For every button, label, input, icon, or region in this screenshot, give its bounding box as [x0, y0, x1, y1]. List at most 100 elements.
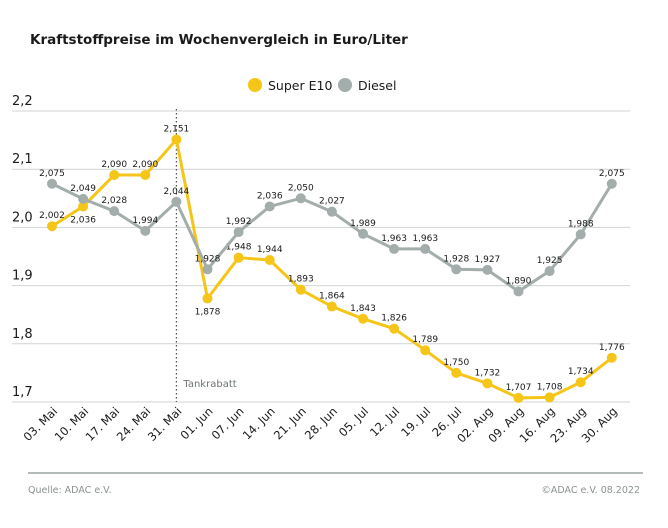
data-point	[544, 392, 555, 403]
data-point	[78, 201, 89, 212]
data-label: 2,027	[319, 197, 345, 207]
x-tick-label: 12. Jul	[367, 404, 402, 439]
data-label: 1,989	[350, 219, 376, 229]
data-label: 1,776	[599, 343, 625, 353]
data-label: 2,049	[70, 184, 96, 194]
data-label: 1,707	[506, 383, 532, 393]
legend-label-diesel: Diesel	[358, 78, 396, 93]
data-label: 1,732	[475, 368, 501, 378]
data-point	[202, 264, 213, 275]
data-label: 1,928	[443, 254, 469, 264]
x-tick-label: 28. Jun	[302, 404, 340, 442]
data-point	[47, 221, 57, 232]
data-label: 2,028	[101, 196, 127, 206]
x-tick-label: 21. Jun	[271, 404, 309, 442]
data-point	[420, 243, 431, 254]
tankrabatt-label: Tankrabatt	[182, 379, 236, 390]
data-point	[575, 229, 586, 240]
data-label: 1,708	[537, 382, 563, 392]
legend: Super E10 Diesel	[248, 78, 396, 93]
y-tick-label: 1,9	[12, 269, 33, 284]
y-tick-label: 2,0	[12, 210, 33, 225]
data-label: 1,988	[568, 219, 594, 229]
data-point	[140, 225, 151, 236]
copyright-note: ©ADAC e.V. 08.2022	[541, 485, 640, 496]
legend-swatch-super-e10	[248, 78, 262, 92]
data-label: 1,890	[506, 276, 532, 286]
legend-swatch-diesel	[338, 78, 352, 92]
data-point	[575, 377, 586, 388]
data-point	[606, 178, 617, 189]
series-super-e10: 2,002 2,036 2,090 2,090 2,151 1,878 1,948 1,944…	[39, 125, 625, 403]
data-point	[358, 313, 368, 324]
x-tick-label: 01. Jun	[177, 404, 215, 442]
data-point	[544, 266, 555, 277]
data-label: 1,750	[443, 358, 469, 368]
data-label: 1,878	[195, 307, 221, 317]
source-note: Quelle: ADAC e.V.	[28, 485, 111, 496]
data-label: 1,734	[568, 367, 594, 377]
data-point	[78, 193, 89, 204]
data-point	[140, 170, 151, 181]
data-point	[326, 206, 337, 217]
x-tick-label: 31. Mai	[145, 404, 185, 444]
data-label: 1,944	[257, 245, 283, 255]
data-point	[513, 392, 524, 403]
data-point	[233, 252, 244, 263]
data-label: 1,893	[288, 275, 314, 285]
data-label: 1,826	[381, 314, 407, 324]
data-label: 2,036	[257, 191, 283, 201]
data-label: 1,963	[381, 234, 407, 244]
y-tick-label: 2,1	[12, 152, 33, 167]
data-point	[109, 170, 120, 181]
y-tick-label: 1,7	[12, 385, 33, 400]
data-label: 2,090	[132, 160, 158, 170]
data-label: 1,789	[412, 335, 438, 345]
data-point	[47, 178, 57, 189]
data-point	[264, 201, 275, 212]
data-point	[202, 293, 213, 304]
legend-label-super-e10: Super E10	[268, 78, 332, 93]
data-label: 2,036	[70, 215, 96, 225]
data-point	[451, 367, 462, 378]
data-point	[389, 243, 400, 254]
data-point	[482, 264, 493, 275]
data-label: 1,963	[412, 234, 438, 244]
data-point	[420, 345, 431, 356]
data-point	[233, 227, 244, 238]
data-point	[171, 134, 182, 145]
x-tick-label: 07. Jun	[209, 404, 247, 442]
chart-title: Kraftstoffpreise im Wochenvergleich in E…	[30, 32, 408, 48]
y-tick-label: 2,2	[12, 94, 33, 109]
data-label: 1,843	[350, 304, 376, 314]
data-point	[606, 352, 617, 363]
data-point	[171, 196, 182, 207]
data-point	[295, 193, 306, 204]
data-point	[358, 228, 368, 239]
data-point	[451, 264, 462, 275]
data-label: 2,075	[39, 169, 65, 179]
data-label: 1,927	[475, 255, 501, 265]
data-label: 2,050	[288, 183, 314, 193]
x-tick-label: 05. Jul	[336, 404, 371, 439]
data-label: 1,992	[226, 217, 252, 227]
data-label: 2,090	[101, 160, 127, 170]
data-point	[389, 323, 400, 334]
data-label: 1,948	[226, 243, 252, 253]
data-label: 2,044	[164, 187, 190, 197]
data-point	[295, 284, 306, 295]
data-label: 2,075	[599, 169, 625, 179]
data-label: 1,928	[195, 254, 221, 264]
x-tick-label: 19. Jul	[398, 404, 433, 439]
data-point	[326, 301, 337, 312]
data-point	[513, 286, 524, 297]
data-point	[109, 206, 120, 217]
data-label: 1,994	[132, 216, 158, 226]
data-point	[264, 254, 275, 265]
y-tick-label: 1,8	[12, 327, 33, 342]
data-label: 2,151	[164, 125, 190, 135]
x-tick-label: 14. Jun	[240, 404, 278, 442]
series-diesel: 2,075 2,049 2,028 1,994 2,044 1,928 1,992 2,036…	[39, 169, 625, 297]
